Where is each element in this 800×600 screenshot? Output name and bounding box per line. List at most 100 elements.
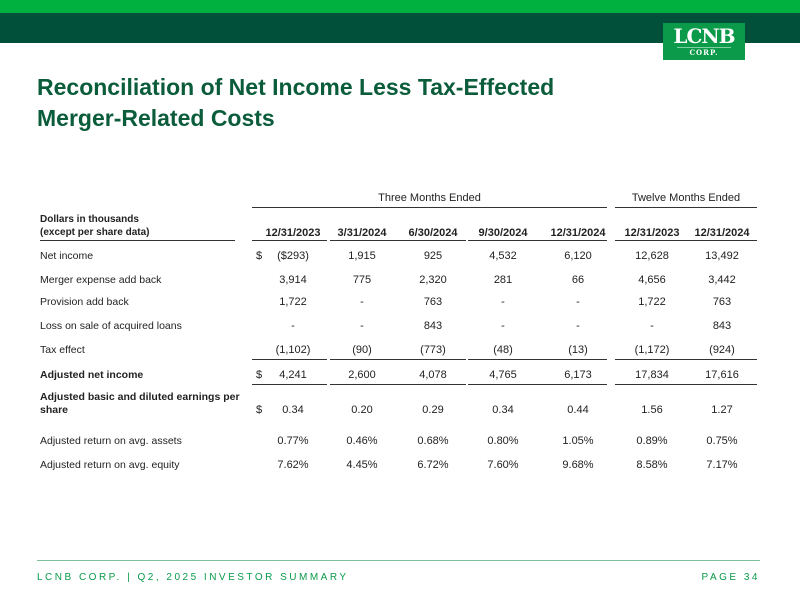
table-cell: 0.75% — [706, 435, 738, 447]
table-cell: 1.27 — [711, 404, 733, 416]
table-cell: 1.05% — [562, 435, 594, 447]
row-merger-expense-add-back-label: Merger expense add back — [40, 274, 162, 286]
divider — [252, 384, 327, 385]
table-cell: 763 — [423, 296, 443, 308]
dollar-sign: $ — [256, 369, 263, 381]
table-cell: - — [360, 296, 364, 308]
table-cell: 281 — [493, 274, 513, 286]
table-cell: 7.60% — [487, 459, 519, 471]
divider — [40, 240, 235, 241]
table-cell: 0.20 — [351, 404, 373, 416]
table-cell: 0.80% — [487, 435, 519, 447]
divider — [330, 384, 398, 385]
divider — [330, 240, 398, 241]
units-label: Dollars in thousands — [40, 214, 139, 225]
table-cell: 4,765 — [489, 369, 517, 381]
divider — [252, 240, 327, 241]
divider — [538, 384, 607, 385]
table-cell: 6,173 — [564, 369, 592, 381]
table-cell: 925 — [423, 250, 443, 262]
units-label-sub: (except per share data) — [40, 227, 150, 238]
table-cell: 9.68% — [562, 459, 594, 471]
table-cell: 3,442 — [708, 274, 736, 286]
table-cell: - — [501, 320, 505, 332]
table-cell: 1.56 — [641, 404, 663, 416]
table-cell: 0.89% — [636, 435, 668, 447]
divider — [252, 207, 607, 208]
table-cell: - — [501, 296, 505, 308]
page-title: Reconciliation of Net Income Less Tax-Ef… — [37, 74, 555, 131]
divider — [252, 359, 327, 360]
row-tax-effect-label: Tax effect — [40, 344, 85, 356]
divider — [468, 240, 538, 241]
divider — [398, 240, 466, 241]
divider — [685, 384, 757, 385]
table-cell: 3,914 — [279, 274, 307, 286]
divider — [468, 384, 538, 385]
divider — [615, 384, 685, 385]
row-loss-on-sale-of-acquired-loans-label: Loss on sale of acquired loans — [40, 320, 182, 332]
divider — [468, 359, 538, 360]
divider — [538, 359, 607, 360]
column-header: 12/31/2024 — [550, 227, 606, 239]
table-cell: 12,628 — [635, 250, 669, 262]
divider — [398, 359, 466, 360]
lcnb-logo: LCNB CORP. — [663, 23, 745, 60]
table-cell: 843 — [712, 320, 732, 332]
divider — [538, 240, 607, 241]
table-cell: 4.45% — [346, 459, 378, 471]
divider — [685, 240, 757, 241]
table-cell: 17,834 — [635, 369, 669, 381]
table-cell: 8.58% — [636, 459, 668, 471]
table-cell: (13) — [568, 344, 588, 356]
table-cell: 1,722 — [279, 296, 307, 308]
table-cell: 2,600 — [348, 369, 376, 381]
table-cell: 7.62% — [277, 459, 309, 471]
table-cell: 13,492 — [705, 250, 739, 262]
page-number: PAGE 34 — [701, 572, 760, 583]
table-cell: 0.29 — [422, 404, 444, 416]
table-cell: - — [360, 320, 364, 332]
footer-divider — [37, 560, 760, 561]
dollar-sign: $ — [256, 404, 263, 416]
table-cell: - — [576, 296, 580, 308]
table-cell: 843 — [423, 320, 443, 332]
column-header: 3/31/2024 — [337, 227, 387, 239]
table-cell: - — [650, 320, 654, 332]
top-accent-bar — [0, 0, 800, 13]
table-cell: 1,915 — [348, 250, 376, 262]
table-cell: ($293) — [277, 250, 309, 262]
divider — [330, 359, 398, 360]
table-cell: 0.46% — [346, 435, 378, 447]
divider — [685, 359, 757, 360]
table-cell: (1,172) — [634, 344, 670, 356]
group-header-twelve-months: Twelve Months Ended — [631, 192, 741, 204]
table-cell: 17,616 — [705, 369, 739, 381]
table-cell: 0.34 — [282, 404, 304, 416]
table-cell: (90) — [352, 344, 372, 356]
row-adjusted-net-income-label: Adjusted net income — [40, 369, 144, 381]
table-cell: 763 — [712, 296, 732, 308]
table-cell: 4,078 — [419, 369, 447, 381]
divider — [615, 359, 685, 360]
row-adjusted-return-on-avg-assets-label: Adjusted return on avg. assets — [40, 435, 182, 447]
column-header: 6/30/2024 — [408, 227, 458, 239]
table-cell: 66 — [571, 274, 585, 286]
row-adjusted-basic-and-diluted-earnings-per-label: Adjusted basic and diluted earnings per — [40, 391, 240, 403]
table-cell: 1,722 — [638, 296, 666, 308]
column-header: 12/31/2024 — [694, 227, 750, 239]
dollar-sign: $ — [256, 250, 263, 262]
table-cell: - — [576, 320, 580, 332]
row-provision-add-back-label: Provision add back — [40, 296, 129, 308]
table-cell: 0.77% — [277, 435, 309, 447]
divider — [398, 384, 466, 385]
table-cell: 4,656 — [638, 274, 666, 286]
table-cell: 6,120 — [564, 250, 592, 262]
table-cell: 7.17% — [706, 459, 738, 471]
footer-text: LCNB CORP. | Q2, 2025 INVESTOR SUMMARY — [37, 572, 349, 583]
table-cell: 6.72% — [417, 459, 449, 471]
column-header: 12/31/2023 — [265, 227, 321, 239]
table-cell: 0.68% — [417, 435, 449, 447]
table-cell: 775 — [352, 274, 372, 286]
column-header: 9/30/2024 — [478, 227, 528, 239]
